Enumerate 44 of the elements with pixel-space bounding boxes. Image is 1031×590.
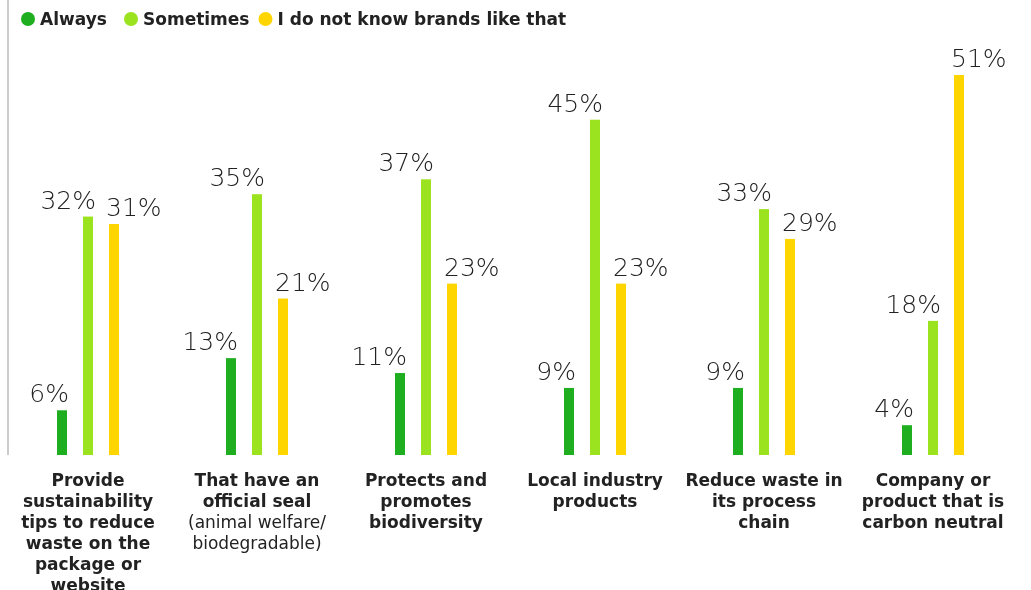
data-label: 9% <box>536 356 576 386</box>
data-label: 33% <box>716 178 772 208</box>
data-label: 23% <box>613 252 669 282</box>
legend-label: Sometimes <box>143 9 250 29</box>
x-tick-label: Local industry products <box>527 470 663 511</box>
data-label: 23% <box>444 252 500 282</box>
x-tick-label: Company or product that is carbon neutral <box>861 470 1005 532</box>
legend-label: I do not know brands like that <box>277 9 567 29</box>
data-label: 18% <box>885 289 941 319</box>
bar <box>902 425 912 455</box>
bar <box>616 283 626 455</box>
x-tick-label: Reduce waste in its process chain <box>685 470 843 532</box>
bar <box>395 373 405 455</box>
bar <box>83 216 93 455</box>
data-label: 37% <box>378 148 434 178</box>
bar <box>252 194 262 455</box>
data-label: 35% <box>209 163 265 193</box>
data-label: 6% <box>29 379 69 409</box>
x-tick-label: Protects and promotes biodiversity <box>364 470 488 532</box>
x-tick-label: That have an official seal (animal welfare/ biodegradable) <box>188 470 327 553</box>
data-label: 29% <box>782 207 838 237</box>
bar <box>57 410 67 455</box>
bar <box>954 75 964 455</box>
bar <box>447 283 457 455</box>
bar <box>109 224 119 455</box>
data-label: 51% <box>951 44 1007 73</box>
data-label: 31% <box>106 193 162 223</box>
data-label: 45% <box>547 88 603 118</box>
legend-label: Always <box>40 9 107 29</box>
data-label: 32% <box>40 185 96 215</box>
data-label: 4% <box>874 394 914 424</box>
bar <box>278 298 288 455</box>
data-label: 11% <box>351 342 407 372</box>
data-label: 9% <box>705 356 745 386</box>
bar <box>733 387 743 455</box>
data-label: 13% <box>182 327 238 357</box>
bar <box>785 238 795 455</box>
bar <box>590 119 600 455</box>
data-label: 21% <box>275 267 331 297</box>
bar <box>421 179 431 455</box>
bar <box>928 320 938 455</box>
bar <box>226 358 236 455</box>
bar <box>759 209 769 455</box>
bar <box>564 387 574 455</box>
